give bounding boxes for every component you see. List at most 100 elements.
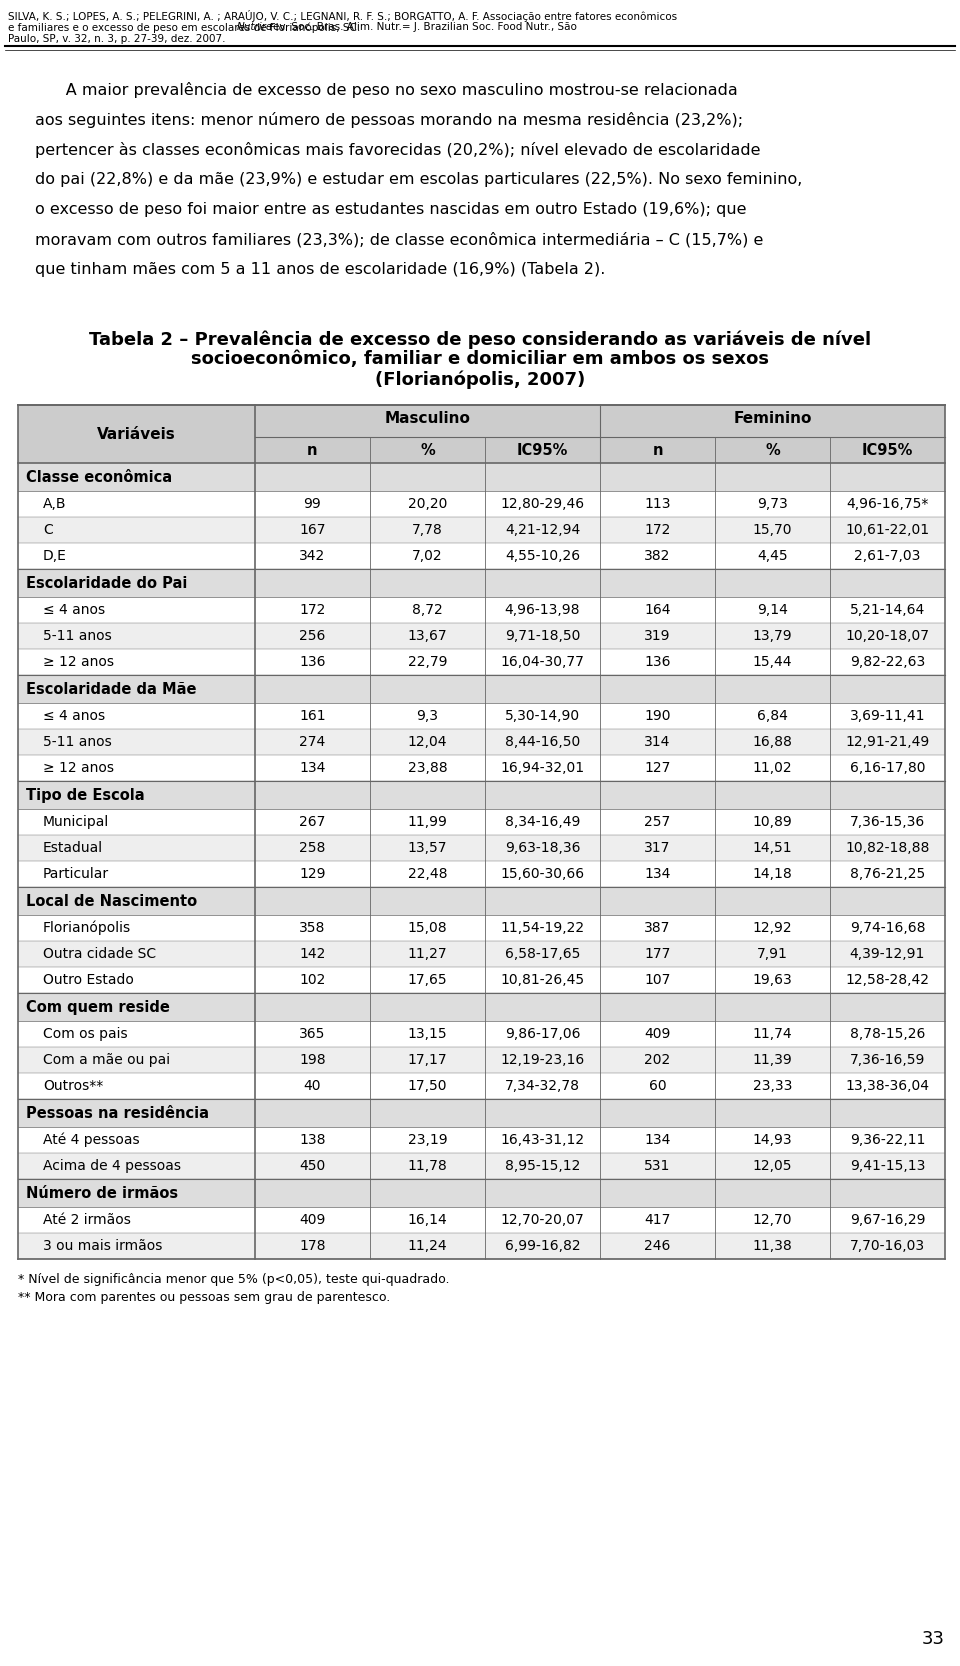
Text: 15,60-30,66: 15,60-30,66 xyxy=(500,866,585,881)
Text: 5-11 anos: 5-11 anos xyxy=(43,735,111,750)
Text: e familiares e o excesso de peso em escolares de Florianópolis, SC.: e familiares e o excesso de peso em esco… xyxy=(8,22,364,33)
Text: 257: 257 xyxy=(644,815,671,830)
Text: 11,27: 11,27 xyxy=(408,946,447,961)
Text: aos seguintes itens: menor número de pessoas morando na mesma residência (23,2%): aos seguintes itens: menor número de pes… xyxy=(35,112,743,128)
Text: 4,39-12,91: 4,39-12,91 xyxy=(850,946,925,961)
Text: 9,14: 9,14 xyxy=(757,603,788,616)
Text: Escolaridade do Pai: Escolaridade do Pai xyxy=(26,575,187,590)
Text: 5,30-14,90: 5,30-14,90 xyxy=(505,710,580,723)
Text: 136: 136 xyxy=(644,655,671,670)
Text: 10,61-22,01: 10,61-22,01 xyxy=(846,523,929,536)
Text: : rev. Soc. Bras. Alim. Nutr.= J. Brazilian Soc. Food Nutr., São: : rev. Soc. Bras. Alim. Nutr.= J. Brazil… xyxy=(262,22,577,32)
Text: 134: 134 xyxy=(300,761,325,775)
Text: Acima de 4 pessoas: Acima de 4 pessoas xyxy=(43,1160,181,1173)
Bar xyxy=(18,1073,945,1100)
Text: 4,55-10,26: 4,55-10,26 xyxy=(505,550,580,563)
Text: 5,21-14,64: 5,21-14,64 xyxy=(850,603,925,616)
Text: 12,80-29,46: 12,80-29,46 xyxy=(500,496,585,511)
Text: socioeconômico, familiar e domiciliar em ambos os sexos: socioeconômico, familiar e domiciliar em… xyxy=(191,350,769,368)
Text: 9,71-18,50: 9,71-18,50 xyxy=(505,630,580,643)
Text: 20,20: 20,20 xyxy=(408,496,447,511)
Text: * Nível de significância menor que 5% (p<0,05), teste qui-quadrado.: * Nível de significância menor que 5% (p… xyxy=(18,1273,449,1286)
Bar xyxy=(18,463,945,491)
Text: 102: 102 xyxy=(300,973,325,986)
Bar xyxy=(18,543,945,570)
Text: Municipal: Municipal xyxy=(43,815,109,830)
Bar xyxy=(18,730,945,755)
Text: Com a mãe ou pai: Com a mãe ou pai xyxy=(43,1053,170,1066)
Text: 8,76-21,25: 8,76-21,25 xyxy=(850,866,925,881)
Text: 8,72: 8,72 xyxy=(412,603,443,616)
Text: %: % xyxy=(420,443,435,458)
Bar xyxy=(18,675,945,703)
Text: Particular: Particular xyxy=(43,866,109,881)
Text: 14,51: 14,51 xyxy=(753,841,792,855)
Text: 6,58-17,65: 6,58-17,65 xyxy=(505,946,580,961)
Text: 17,17: 17,17 xyxy=(408,1053,447,1066)
Text: 138: 138 xyxy=(300,1133,325,1146)
Text: 113: 113 xyxy=(644,496,671,511)
Bar xyxy=(18,623,945,650)
Text: 12,91-21,49: 12,91-21,49 xyxy=(846,735,929,750)
Text: 19,63: 19,63 xyxy=(753,973,792,986)
Text: 12,70: 12,70 xyxy=(753,1213,792,1226)
Text: 12,05: 12,05 xyxy=(753,1160,792,1173)
Text: 450: 450 xyxy=(300,1160,325,1173)
Bar xyxy=(18,703,945,730)
Text: 13,38-36,04: 13,38-36,04 xyxy=(846,1080,929,1093)
Text: 11,54-19,22: 11,54-19,22 xyxy=(500,921,585,935)
Text: Masculino: Masculino xyxy=(385,412,470,426)
Text: 267: 267 xyxy=(300,815,325,830)
Text: 3,69-11,41: 3,69-11,41 xyxy=(850,710,925,723)
Text: Florianópolis: Florianópolis xyxy=(43,921,132,935)
Text: Classe econômica: Classe econômica xyxy=(26,470,172,485)
Bar xyxy=(18,966,945,993)
Text: 11,24: 11,24 xyxy=(408,1240,447,1253)
Text: 16,94-32,01: 16,94-32,01 xyxy=(500,761,585,775)
Text: 9,63-18,36: 9,63-18,36 xyxy=(505,841,580,855)
Text: 11,74: 11,74 xyxy=(753,1026,792,1041)
Text: 4,21-12,94: 4,21-12,94 xyxy=(505,523,580,536)
Text: 14,93: 14,93 xyxy=(753,1133,792,1146)
Bar xyxy=(18,993,945,1021)
Text: 22,48: 22,48 xyxy=(408,866,447,881)
Text: 317: 317 xyxy=(644,841,671,855)
Text: 172: 172 xyxy=(300,603,325,616)
Text: Com os pais: Com os pais xyxy=(43,1026,128,1041)
Text: Paulo, SP, v. 32, n. 3, p. 27-39, dez. 2007.: Paulo, SP, v. 32, n. 3, p. 27-39, dez. 2… xyxy=(8,33,226,43)
Text: do pai (22,8%) e da mãe (23,9%) e estudar em escolas particulares (22,5%). No se: do pai (22,8%) e da mãe (23,9%) e estuda… xyxy=(35,172,803,187)
Text: 161: 161 xyxy=(300,710,325,723)
Text: 12,58-28,42: 12,58-28,42 xyxy=(846,973,929,986)
Text: A,B: A,B xyxy=(43,496,66,511)
Text: 99: 99 xyxy=(303,496,322,511)
Text: 9,36-22,11: 9,36-22,11 xyxy=(850,1133,925,1146)
Text: 8,44-16,50: 8,44-16,50 xyxy=(505,735,580,750)
Text: 60: 60 xyxy=(649,1080,666,1093)
Text: 11,99: 11,99 xyxy=(408,815,447,830)
Bar xyxy=(18,810,945,835)
Text: 10,89: 10,89 xyxy=(753,815,792,830)
Text: Feminino: Feminino xyxy=(733,412,812,426)
Text: 13,79: 13,79 xyxy=(753,630,792,643)
Bar xyxy=(18,915,945,941)
Text: 7,36-15,36: 7,36-15,36 xyxy=(850,815,925,830)
Text: 358: 358 xyxy=(300,921,325,935)
Text: moravam com outros familiares (23,3%); de classe econômica intermediária – C (15: moravam com outros familiares (23,3%); d… xyxy=(35,232,763,248)
Text: 134: 134 xyxy=(644,866,671,881)
Text: 9,86-17,06: 9,86-17,06 xyxy=(505,1026,580,1041)
Text: que tinham mães com 5 a 11 anos de escolaridade (16,9%) (Tabela 2).: que tinham mães com 5 a 11 anos de escol… xyxy=(35,262,606,277)
Text: 167: 167 xyxy=(300,523,325,536)
Text: Escolaridade da Mãe: Escolaridade da Mãe xyxy=(26,681,197,696)
Text: 23,19: 23,19 xyxy=(408,1133,447,1146)
Text: 13,57: 13,57 xyxy=(408,841,447,855)
Text: SILVA, K. S.; LOPES, A. S.; PELEGRINI, A. ; ARAÚJO, V. C.; LEGNANI, R. F. S.; BO: SILVA, K. S.; LOPES, A. S.; PELEGRINI, A… xyxy=(8,10,677,22)
Text: 8,34-16,49: 8,34-16,49 xyxy=(505,815,580,830)
Text: 9,82-22,63: 9,82-22,63 xyxy=(850,655,925,670)
Text: 7,91: 7,91 xyxy=(757,946,788,961)
Bar xyxy=(18,1206,945,1233)
Text: 9,41-15,13: 9,41-15,13 xyxy=(850,1160,925,1173)
Text: 274: 274 xyxy=(300,735,325,750)
Text: 15,44: 15,44 xyxy=(753,655,792,670)
Text: 12,70-20,07: 12,70-20,07 xyxy=(500,1213,585,1226)
Text: IC95%: IC95% xyxy=(516,443,568,458)
